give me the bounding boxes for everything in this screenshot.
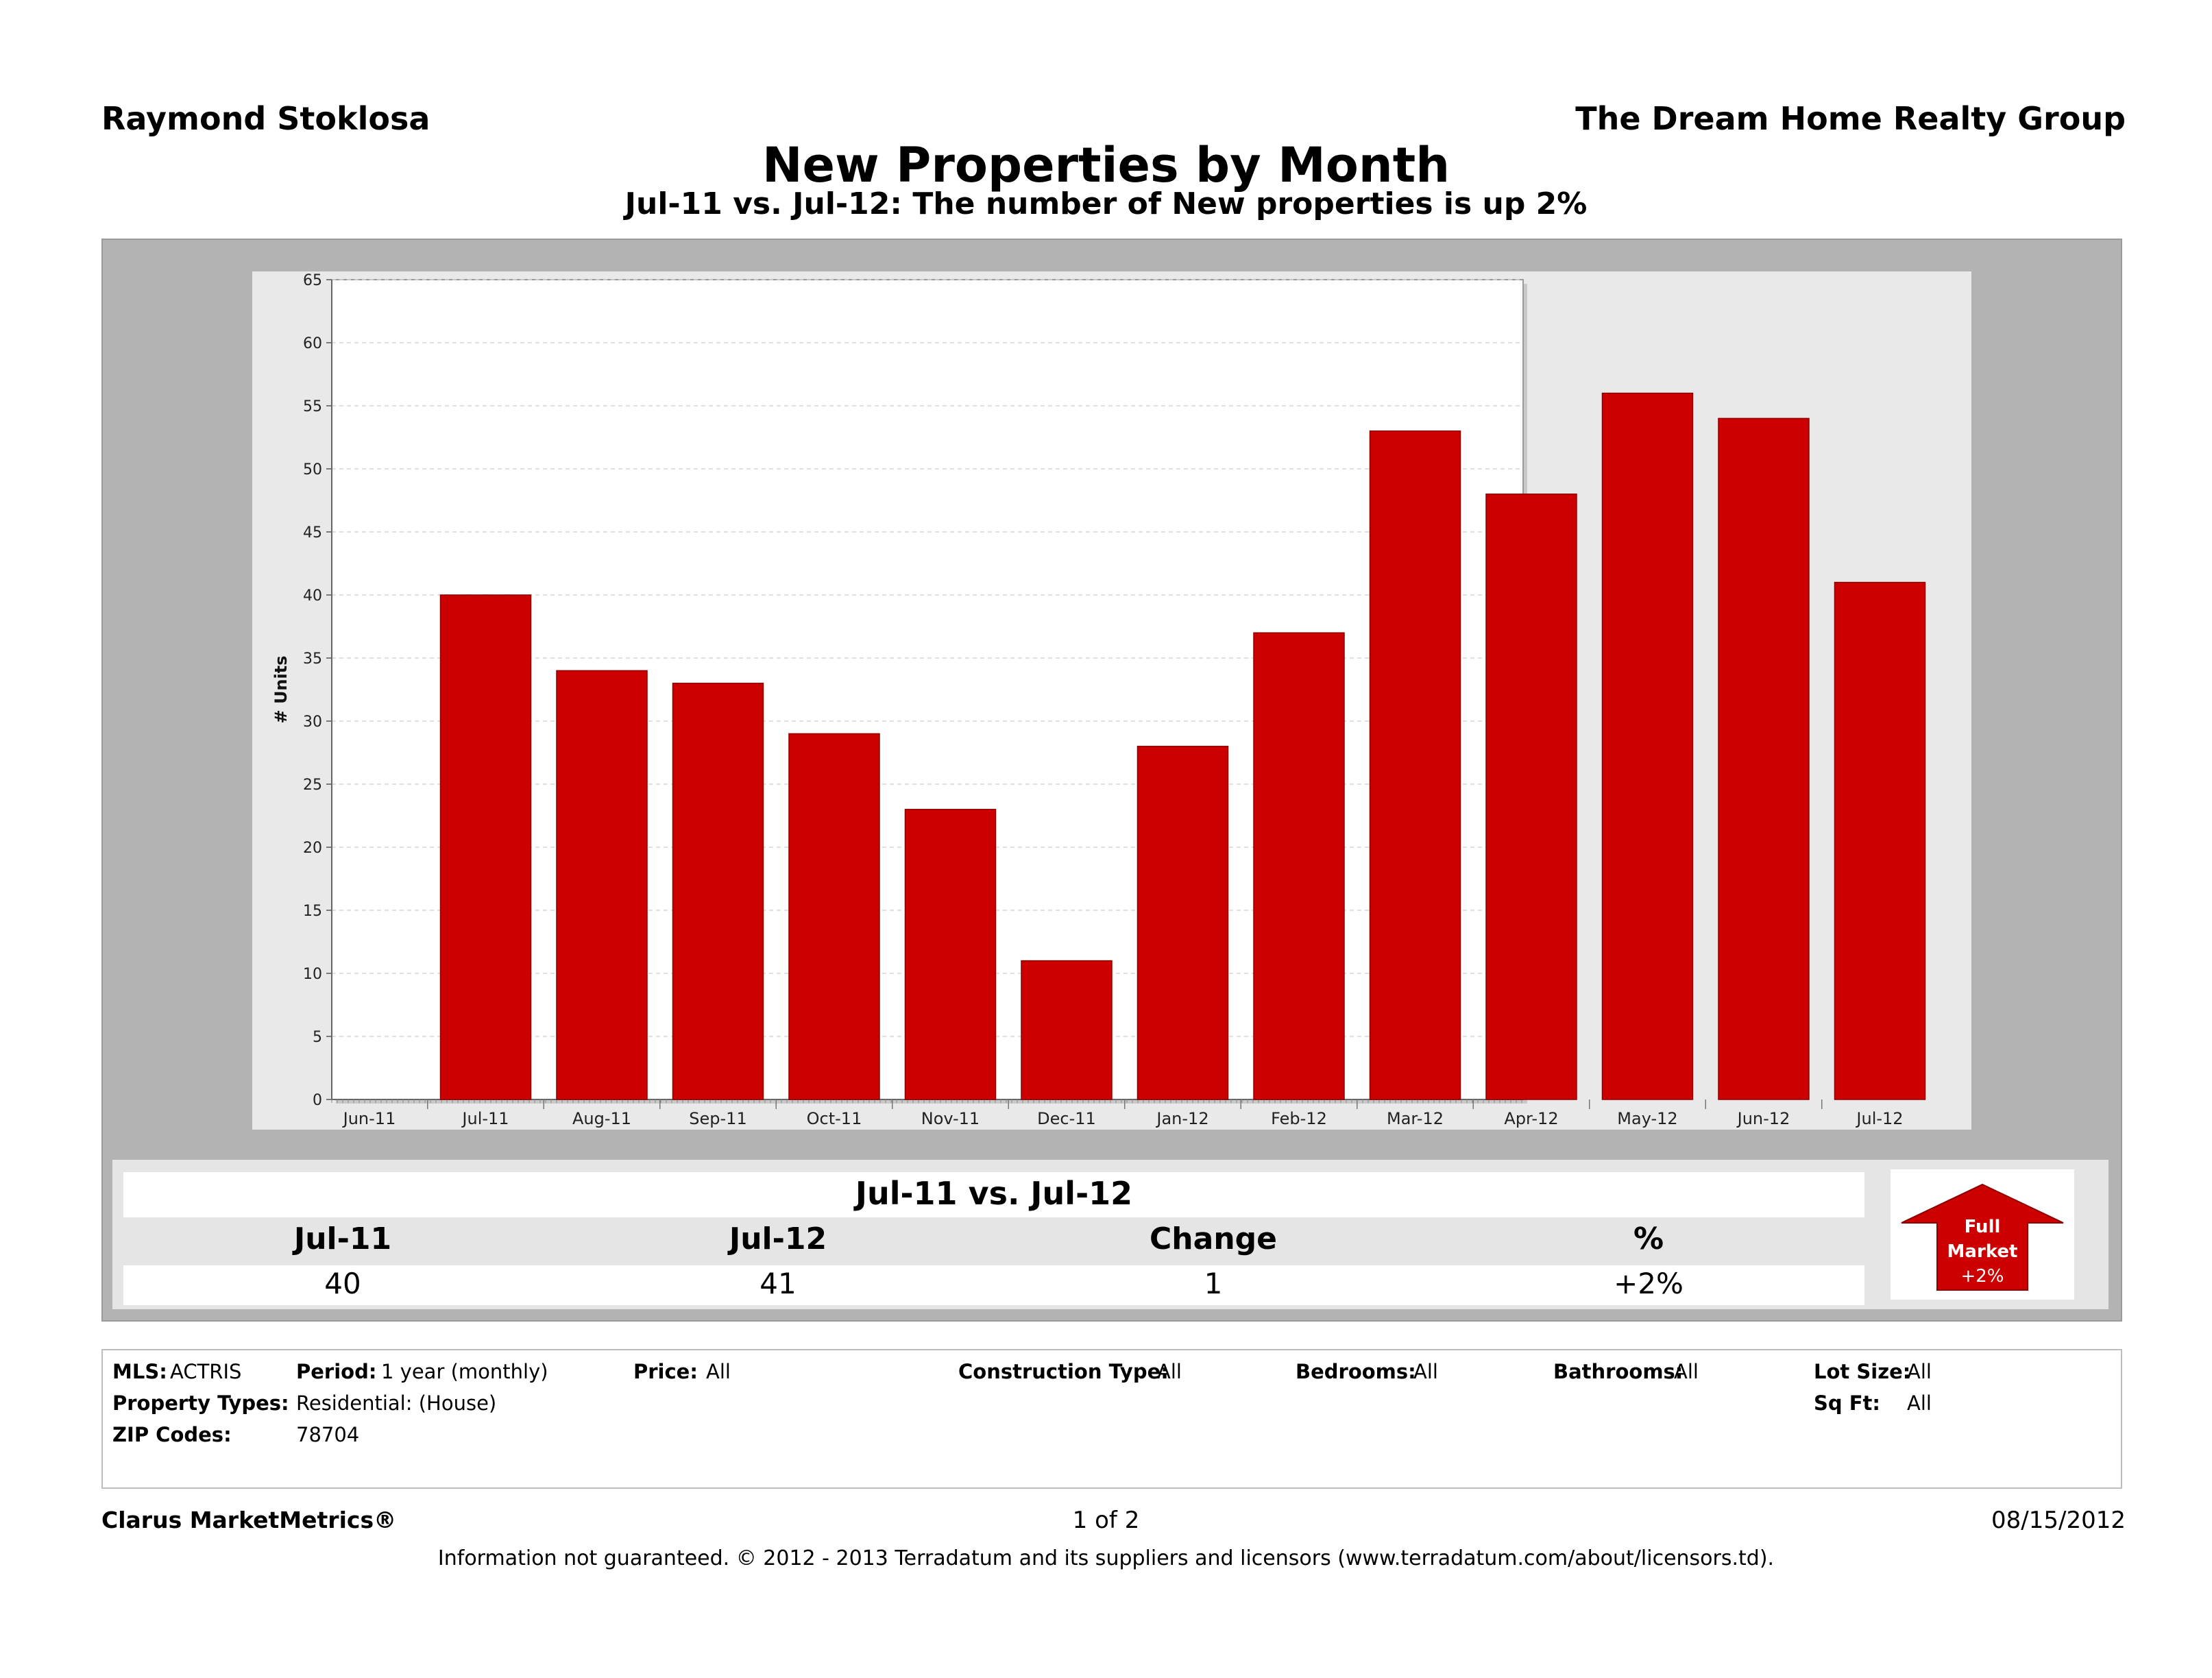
bathrooms-value: All [1674,1360,1699,1383]
sq-ft-label: Sq Ft: [1814,1391,1881,1415]
bedrooms-label: Bedrooms: [1296,1360,1416,1383]
sq-ft-value: All [1907,1391,1932,1415]
y-tick-label: 30 [303,714,322,731]
y-tick-label: 25 [303,777,322,794]
mls-value: ACTRIS [170,1360,242,1383]
construction-type-label: Construction Type: [958,1360,1169,1383]
x-tick-label: Aug-11 [572,1109,631,1128]
summary-heading: Jul-11 vs. Jul-12 [855,1175,1133,1212]
report-title: New Properties by Month [762,137,1450,193]
bar-jan-12 [1137,746,1229,1100]
criteria-box [101,1349,2122,1489]
property-types-value: Residential: (House) [296,1391,497,1415]
y-tick-label: 60 [303,335,322,352]
x-tick-label: Sep-11 [689,1109,746,1128]
bathrooms-label: Bathrooms: [1553,1360,1684,1383]
lot-size-value: All [1907,1360,1932,1383]
page-indicator: 1 of 2 [1072,1507,1140,1534]
company-name: The Dream Home Realty Group [1575,100,2126,137]
x-tick-label: Jul-11 [461,1109,509,1128]
bedrooms-value: All [1413,1360,1438,1383]
summary-value-jul-12: 41 [759,1267,797,1300]
x-tick-label: May-12 [1617,1109,1677,1128]
y-tick-label: 50 [303,461,322,478]
x-tick-label: Apr-12 [1504,1109,1558,1128]
zip-codes-value: 78704 [296,1423,360,1446]
summary-value-change: 1 [1204,1267,1223,1300]
x-tick-label: Feb-12 [1271,1109,1327,1128]
bar-feb-12 [1253,632,1345,1100]
y-tick-label: 65 [303,272,322,289]
badge-line-2: Market [1947,1241,2018,1262]
summary-value-row [123,1265,1864,1305]
y-tick-label: 20 [303,840,322,857]
bar-may-12 [1601,392,1694,1100]
summary-value-jul-11: 40 [324,1267,361,1300]
zip-codes-label: ZIP Codes: [112,1423,232,1446]
y-tick-label: 35 [303,650,322,668]
y-tick-label: 10 [303,966,322,983]
badge-line-1: Full [1965,1217,2001,1237]
summary-label-jul-11: Jul-11 [293,1221,392,1256]
mls-label: MLS: [112,1360,167,1383]
period-value: 1 year (monthly) [381,1360,548,1383]
bar-apr-12 [1485,494,1577,1100]
bar-oct-11 [788,733,880,1100]
agent-name: Raymond Stoklosa [101,100,430,137]
y-tick-label: 55 [303,398,322,415]
full-market-badge: Full Market +2% [1901,1183,2064,1291]
disclaimer: Information not guaranteed. © 2012 - 201… [437,1546,1775,1570]
bar-jun-12 [1718,417,1810,1100]
bar-jul-12 [1834,581,1926,1100]
x-tick-label: Mar-12 [1387,1109,1444,1128]
summary-label-percent: % [1633,1221,1664,1256]
bar-aug-11 [556,670,648,1100]
x-tick-label: Jan-12 [1155,1109,1208,1128]
y-axis-label: # Units [271,655,291,723]
y-tick-label: 45 [303,524,322,542]
period-label: Period: [296,1360,377,1383]
property-types-label: Property Types: [112,1391,289,1415]
price-label: Price: [633,1360,698,1383]
footer-brand: Clarus MarketMetrics® [101,1507,397,1533]
construction-type-value: All [1157,1360,1182,1383]
summary-value-percent: +2% [1614,1267,1684,1300]
bar-mar-12 [1369,430,1461,1100]
x-tick-label: Jul-12 [1855,1109,1903,1128]
x-tick-label: Nov-11 [921,1109,980,1128]
bar-sep-11 [672,683,764,1100]
bar-nov-11 [904,809,997,1100]
x-tick-label: Dec-11 [1037,1109,1096,1128]
x-tick-label: Jun-12 [1736,1109,1790,1128]
bar-chart: 0 5 10 15 20 25 30 35 40 45 50 55 60 65 # Units Jun-11 J… [271,272,1926,1128]
price-value: All [706,1360,731,1383]
summary-heading-row [123,1172,1864,1217]
report-subtitle: Jul-11 vs. Jul-12: The number of New pro… [624,186,1588,221]
lot-size-label: Lot Size: [1814,1360,1911,1383]
bar-dec-11 [1021,960,1113,1100]
badge-line-3: +2% [1960,1266,2004,1287]
y-tick-label: 40 [303,587,322,605]
x-tick-label: Oct-11 [807,1109,862,1128]
y-tick-label: 0 [313,1092,322,1109]
x-tick-label: Jun-11 [342,1109,396,1128]
up-arrow-icon [1901,1183,2064,1291]
bar-jul-11 [439,594,532,1100]
y-tick-label: 5 [313,1029,322,1046]
report-date: 08/15/2012 [1991,1507,2126,1534]
summary-label-change: Change [1150,1221,1277,1256]
y-tick-label: 15 [303,903,322,920]
summary-label-jul-12: Jul-12 [729,1221,827,1256]
